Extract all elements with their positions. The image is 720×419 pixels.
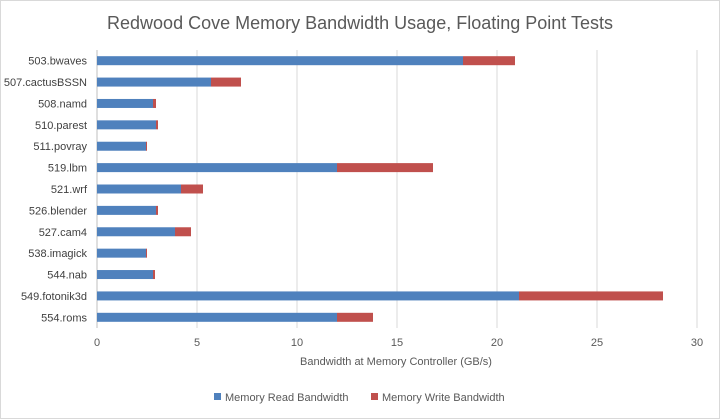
category-label: 554.roms <box>41 312 87 324</box>
legend-swatch <box>371 393 378 400</box>
category-label: 549.fotonik3d <box>21 291 87 303</box>
x-tick-labels: 0 5 10 15 20 25 30 <box>94 337 703 349</box>
category-labels: 503.bwaves 507.cactusBSSN 508.namd 510.pare… <box>4 56 88 325</box>
bar-segment <box>211 77 241 87</box>
chart-title: Redwood Cove Memory Bandwidth Usage, Flo… <box>107 13 613 33</box>
bar-segment <box>97 77 211 87</box>
category-label: 538.imagick <box>28 248 87 260</box>
bar-segment <box>97 98 153 108</box>
x-tick-label: 25 <box>591 337 603 349</box>
bar-segment <box>97 248 146 258</box>
bar-segment <box>153 98 156 108</box>
bar-segment <box>146 248 147 258</box>
bar-segment <box>97 205 156 215</box>
x-tick-label: 30 <box>691 337 703 349</box>
bar-segment <box>97 120 156 130</box>
bar-segment <box>156 120 158 130</box>
legend-entry: Memory Write Bandwidth <box>382 392 505 404</box>
category-label: 510.parest <box>35 120 87 132</box>
bar-segment <box>97 291 519 301</box>
bar-segment <box>175 227 191 237</box>
category-label: 519.lbm <box>48 163 87 175</box>
bar-segment <box>97 163 337 173</box>
category-label: 527.cam4 <box>39 227 87 239</box>
gridlines <box>96 50 698 328</box>
category-label: 521.wrf <box>51 184 88 196</box>
x-tick-label: 0 <box>94 337 100 349</box>
x-tick-label: 5 <box>194 337 200 349</box>
category-label: 503.bwaves <box>28 56 87 68</box>
bar-segment <box>97 270 153 280</box>
x-tick-label: 20 <box>491 337 503 349</box>
bar-segment <box>463 56 515 66</box>
category-label: 507.cactusBSSN <box>4 77 87 89</box>
bar-segment <box>153 270 155 280</box>
bar-segment <box>337 312 373 322</box>
bar-segment <box>97 141 146 151</box>
category-label: 526.blender <box>29 205 87 217</box>
bar-segment <box>156 205 158 215</box>
bars <box>97 56 663 322</box>
category-label: 508.namd <box>38 98 87 110</box>
bar-segment <box>97 184 181 194</box>
bar-segment <box>97 312 337 322</box>
bar-segment <box>97 56 463 66</box>
bar-segment <box>97 227 175 237</box>
legend-swatch <box>214 393 221 400</box>
legend: Memory Read Bandwidth Memory Write Bandwi… <box>214 392 505 404</box>
bar-segment <box>146 141 147 151</box>
bar-segment <box>519 291 663 301</box>
category-label: 544.nab <box>47 270 87 282</box>
category-label: 511.povray <box>33 141 87 153</box>
bar-segment <box>337 163 433 173</box>
x-tick-label: 15 <box>391 337 403 349</box>
legend-entry: Memory Read Bandwidth <box>225 392 349 404</box>
x-tick-label: 10 <box>291 337 303 349</box>
x-axis-label: Bandwidth at Memory Controller (GB/s) <box>300 356 492 368</box>
bar-segment <box>181 184 203 194</box>
